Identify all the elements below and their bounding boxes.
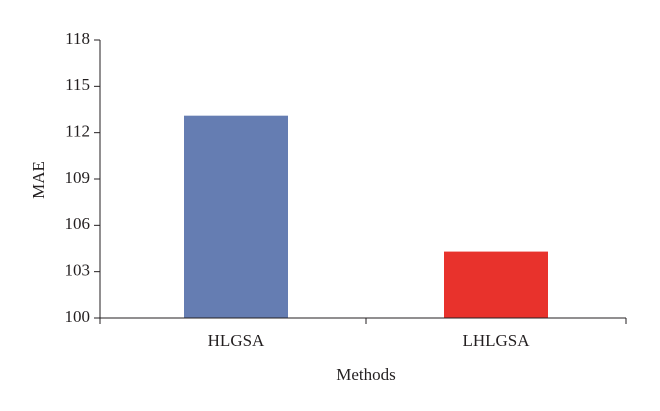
y-axis-title: MAE	[29, 161, 48, 199]
x-axis-title: Methods	[336, 365, 396, 384]
y-tick-label: 100	[65, 307, 91, 326]
y-tick-label: 118	[65, 29, 90, 48]
x-tick-label: LHLGSA	[462, 331, 530, 350]
y-tick-label: 112	[65, 122, 90, 141]
y-tick-label: 115	[65, 75, 90, 94]
bar	[184, 115, 288, 318]
y-tick-label: 106	[65, 214, 91, 233]
x-tick-label: HLGSA	[208, 331, 265, 350]
bar	[444, 251, 548, 318]
y-tick-label: 109	[65, 168, 91, 187]
y-tick-label: 103	[65, 261, 91, 280]
